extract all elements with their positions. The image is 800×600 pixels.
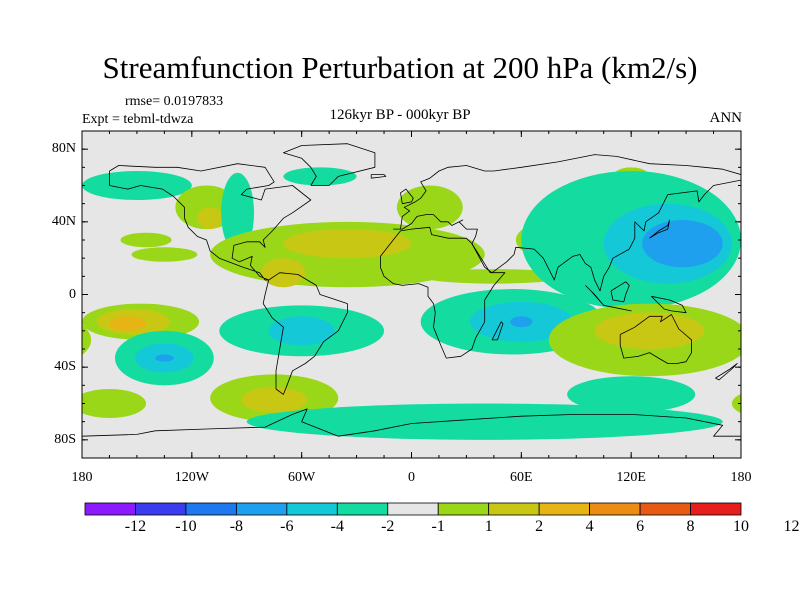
map-frame <box>81 130 742 459</box>
field-contour <box>241 387 308 413</box>
coastlines <box>82 143 741 437</box>
coastline <box>649 219 670 239</box>
field-contour <box>82 324 92 356</box>
coastline <box>393 154 741 292</box>
field-contour <box>82 170 192 201</box>
field-contour <box>594 312 705 350</box>
lon-tick-label: 60E <box>510 470 533 485</box>
colorbar-label: 8 <box>686 518 695 535</box>
coastline <box>262 272 348 395</box>
field-contour <box>109 316 147 331</box>
coastline <box>283 143 376 186</box>
coastline <box>603 305 632 312</box>
coastline <box>715 363 738 381</box>
field-contour <box>510 316 533 328</box>
field-contour <box>268 316 335 346</box>
colorbar-swatch <box>135 502 187 516</box>
colorbar-swatch <box>690 502 742 516</box>
coastline <box>400 188 414 205</box>
lon-tick-label: 120W <box>174 470 209 485</box>
coastline <box>82 408 741 437</box>
field-contour <box>731 393 741 414</box>
streamfunction-field <box>82 167 800 440</box>
colorbar <box>84 502 742 516</box>
field-contour <box>283 229 412 259</box>
colorbar-swatch <box>488 502 540 516</box>
field-contour <box>155 354 174 362</box>
colorbar-label: 2 <box>535 518 544 535</box>
field-contour <box>396 185 463 230</box>
field-contour <box>131 247 198 262</box>
coastline <box>610 281 630 303</box>
field-contour <box>283 167 357 186</box>
chart-title: Streamfunction Perturbation at 200 hPa (… <box>102 50 698 85</box>
lon-tick-label: 120E <box>616 470 646 485</box>
field-contour <box>567 376 696 413</box>
lon-tick-label: 60W <box>288 470 316 485</box>
colorbar-swatch <box>235 502 288 516</box>
lon-tick-label: 0 <box>408 470 415 485</box>
colorbar-swatch <box>437 502 490 516</box>
colorbar-label: 12 <box>783 518 800 535</box>
colorbar-label: -12 <box>124 518 147 535</box>
colorbar-swatch <box>84 502 136 516</box>
lat-tick-label: 0 <box>69 286 76 302</box>
lon-tick-label: 180 <box>71 470 93 485</box>
colorbar-label: 1 <box>484 518 493 535</box>
field-contour <box>741 171 800 200</box>
field-contour <box>642 220 723 268</box>
experiment-label: Expt = tebml-tdwza <box>82 112 194 127</box>
lat-tick-label: 40S <box>54 359 76 375</box>
colorbar-label: 4 <box>585 518 594 535</box>
lat-tick-label: 80N <box>51 141 76 157</box>
period-label: 126kyr BP - 000kyr BP <box>329 107 471 123</box>
colorbar-label: 10 <box>733 518 749 535</box>
colorbar-swatch <box>185 502 237 516</box>
field-contour <box>120 232 172 248</box>
coastline <box>651 295 687 314</box>
colorbar-label: -4 <box>330 518 344 535</box>
colorbar-label: -10 <box>175 518 197 535</box>
colorbar-swatch <box>639 502 691 516</box>
field-contour <box>82 388 147 419</box>
field-contour <box>197 207 223 230</box>
colorbar-label: -6 <box>280 518 294 535</box>
field-contour <box>246 403 723 440</box>
lat-tick-label: 80S <box>54 431 76 447</box>
field-contour <box>741 304 800 340</box>
coastline <box>619 314 692 364</box>
colorbar-label: 6 <box>636 518 645 535</box>
colorbar-swatch <box>336 502 389 516</box>
colorbar-swatch <box>589 502 641 516</box>
lat-tick-label: 40N <box>51 213 76 229</box>
colorbar-swatch <box>387 502 439 516</box>
colorbar-label: -8 <box>229 518 244 535</box>
coastline <box>380 226 506 359</box>
colorbar-swatch <box>286 502 338 516</box>
coastline <box>109 163 312 281</box>
coastline <box>491 321 504 341</box>
season-label: ANN <box>709 110 743 126</box>
field-contour <box>420 269 568 284</box>
colorbar-label: -1 <box>431 518 445 535</box>
coastline <box>370 174 387 179</box>
colorbar-label: -2 <box>381 518 395 535</box>
lon-tick-label: 180 <box>730 470 752 485</box>
colorbar-swatch <box>538 502 591 516</box>
rmse-label: rmse= 0.0197833 <box>125 94 224 109</box>
